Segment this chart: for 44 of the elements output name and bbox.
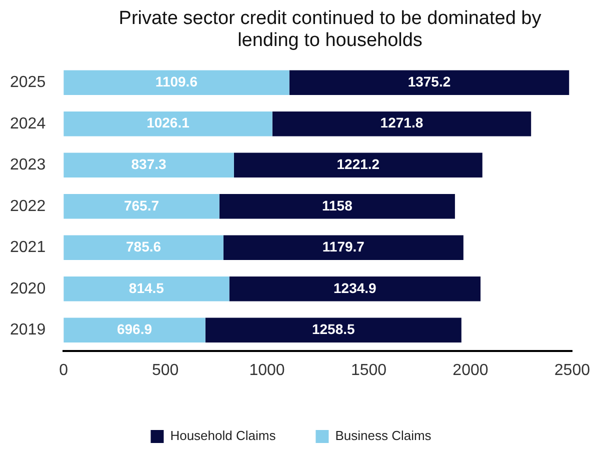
data-label: 785.6 xyxy=(126,238,162,255)
data-label: 1271.8 xyxy=(380,114,424,131)
data-label: 1375.2 xyxy=(408,73,451,90)
x-tick-label: 1500 xyxy=(350,362,387,379)
y-tick-label: 2021 xyxy=(10,239,46,256)
bar xyxy=(272,112,532,136)
x-tick-label: 0 xyxy=(59,362,68,379)
data-label: 814.5 xyxy=(128,280,164,296)
bar xyxy=(205,318,462,343)
data-label: 837.3 xyxy=(131,156,166,172)
bar xyxy=(223,235,464,260)
legend-label: Household Claims xyxy=(170,428,276,444)
legend-label: Business Claims xyxy=(335,428,432,444)
x-tick-label: 1000 xyxy=(249,362,285,379)
chart-title: Private sector credit continued to be dominated by lending to households xyxy=(118,8,542,52)
y-tick-label: 2023 xyxy=(10,156,46,174)
x-tick-label: 2500 xyxy=(554,362,590,379)
bar xyxy=(64,235,224,260)
bar xyxy=(289,70,570,96)
bar xyxy=(64,112,272,136)
y-tick-label: 2024 xyxy=(10,115,46,132)
bar xyxy=(219,194,455,219)
y-tick-label: 2019 xyxy=(10,322,46,339)
data-label: 1221.2 xyxy=(336,156,380,172)
data-label: 1158 xyxy=(322,197,353,214)
bar xyxy=(64,318,206,343)
data-label: 1026.1 xyxy=(146,114,190,131)
data-label: 765.7 xyxy=(124,197,160,214)
x-tick-label: 500 xyxy=(152,362,179,379)
bar xyxy=(64,70,290,96)
bar xyxy=(229,276,481,302)
data-label: 1258.5 xyxy=(312,321,356,338)
y-tick-label: 2020 xyxy=(10,280,46,298)
y-tick-label: 2022 xyxy=(10,198,46,215)
bar xyxy=(64,152,234,178)
data-label: 1234.9 xyxy=(334,280,377,296)
bar xyxy=(64,276,230,302)
data-label: 696.9 xyxy=(116,321,152,338)
y-tick-label: 2025 xyxy=(10,74,46,92)
bar xyxy=(234,152,482,178)
bar xyxy=(64,194,220,219)
x-tick-label: 2000 xyxy=(452,362,488,379)
data-label: 1109.6 xyxy=(155,73,198,90)
data-label: 1179.7 xyxy=(322,238,365,255)
